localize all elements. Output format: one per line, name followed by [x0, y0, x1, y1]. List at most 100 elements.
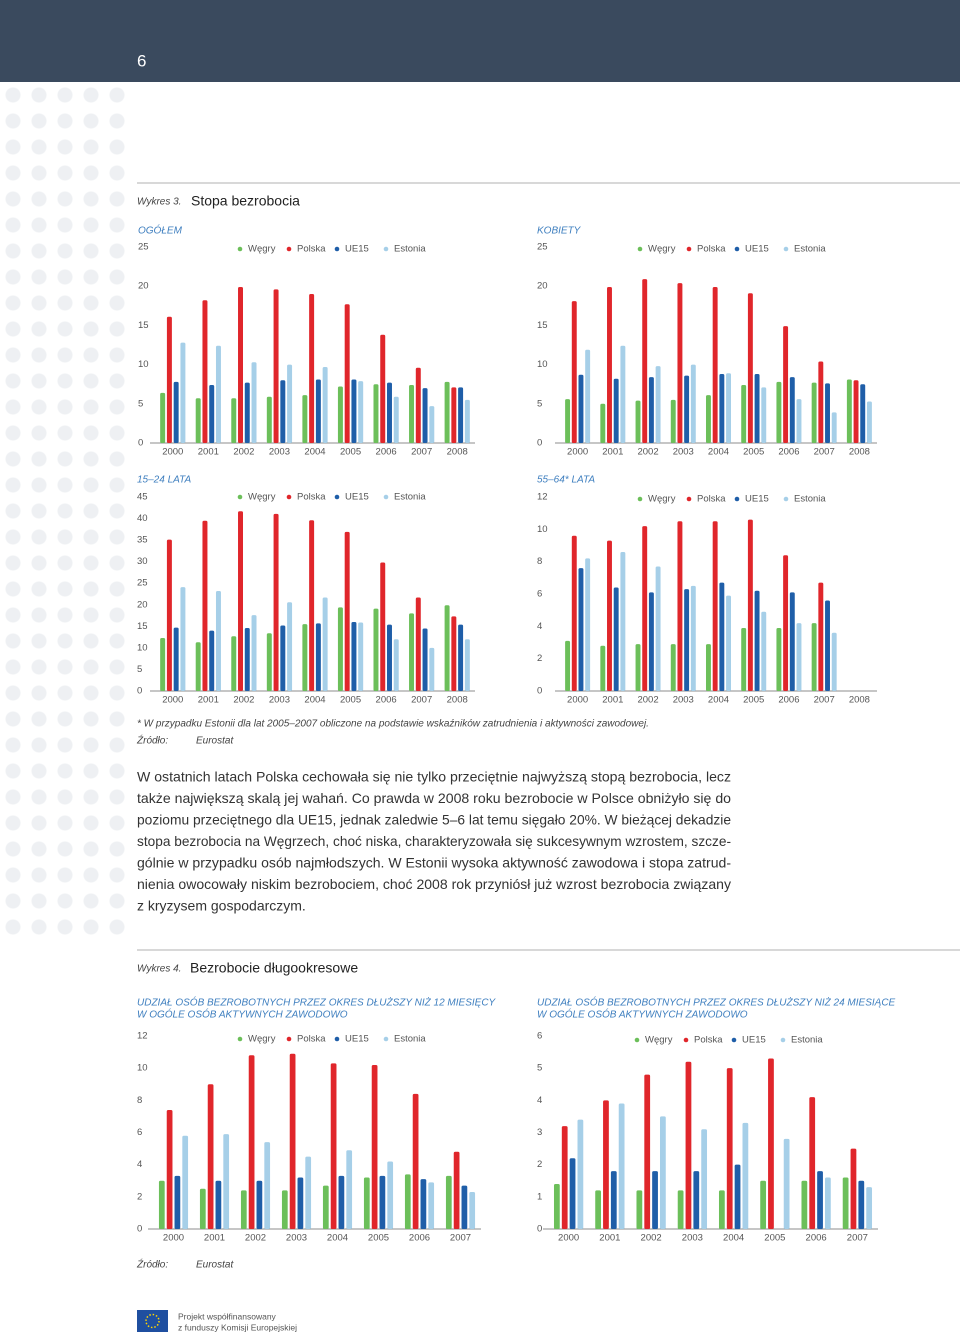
legend-swatch: [637, 246, 643, 252]
bar: [173, 627, 179, 691]
bar: [585, 349, 591, 443]
bar: [309, 294, 315, 443]
bar: [620, 345, 626, 443]
x-tick-label: 2004: [723, 1233, 744, 1244]
bar: [281, 1190, 288, 1229]
bar: [180, 342, 186, 443]
bar: [648, 592, 654, 691]
x-tick-label: 2008: [849, 447, 870, 458]
paragraph-line: stopa bezrobocia na Węgrzech, choć niska…: [137, 833, 731, 849]
bar: [280, 625, 286, 691]
legend-swatch: [686, 246, 692, 252]
bar: [266, 633, 272, 691]
bar: [734, 1164, 741, 1229]
bar: [409, 384, 415, 443]
paragraph-line: poziomu przeciętnego dla UE15, jednak za…: [137, 812, 731, 828]
bar: [231, 398, 237, 443]
x-tick-label: 2005: [340, 695, 361, 706]
bar: [351, 379, 357, 443]
bar: [280, 380, 286, 443]
bar: [160, 637, 166, 691]
chart-subtitle: 55–64* LATA: [537, 475, 595, 486]
eu-flag: [137, 1310, 168, 1332]
legend-label: Estonia: [791, 1035, 823, 1046]
bar: [409, 613, 415, 691]
bar: [825, 600, 830, 691]
bar: [195, 398, 201, 443]
bar: [287, 364, 293, 443]
legend-label: Polska: [297, 244, 326, 255]
x-tick-label: 2007: [450, 1233, 471, 1244]
bar: [760, 1180, 767, 1229]
x-tick-label: 2002: [233, 447, 254, 458]
x-tick-label: 2001: [198, 447, 219, 458]
bar: [231, 636, 237, 691]
x-tick-label: 2000: [163, 1233, 184, 1244]
y-tick-label: 5: [537, 398, 542, 409]
bar: [393, 639, 399, 691]
bar: [266, 396, 272, 443]
bar: [202, 520, 208, 691]
legend-swatch: [683, 1037, 689, 1043]
y-tick-label: 2: [537, 1159, 542, 1170]
x-tick-label: 2006: [778, 695, 799, 706]
source-label: Źródło:: [136, 1258, 168, 1271]
y-tick-label: 5: [137, 664, 142, 675]
x-tick-label: 2001: [599, 1233, 620, 1244]
y-tick-label: 40: [137, 513, 148, 524]
bar: [415, 597, 421, 691]
bar: [776, 381, 782, 443]
bar: [429, 647, 435, 691]
x-tick-label: 2005: [743, 447, 764, 458]
bar: [610, 1171, 617, 1229]
y-tick-label: 0: [137, 1224, 142, 1235]
legend-label: UE15: [345, 492, 369, 503]
y-tick-label: 15: [137, 621, 148, 632]
y-tick-label: 2: [537, 653, 542, 664]
bar: [251, 615, 257, 691]
x-tick-label: 2006: [376, 447, 397, 458]
bar: [846, 379, 852, 443]
bar: [613, 587, 619, 691]
legend-label: Polska: [694, 1035, 723, 1046]
y-tick-label: 0: [137, 686, 142, 697]
bar: [330, 1063, 337, 1229]
bar: [783, 326, 789, 443]
bar: [158, 1180, 165, 1229]
bar: [404, 1174, 411, 1229]
bar: [747, 519, 753, 691]
bar: [705, 644, 711, 691]
legend-swatch: [686, 496, 692, 502]
bar: [644, 1074, 651, 1229]
y-tick-label: 5: [537, 1063, 542, 1074]
bar: [215, 590, 221, 691]
legend-label: Polska: [297, 1034, 326, 1045]
bar: [223, 1134, 230, 1229]
paragraph-line: z kryzysem gospodarczym.: [137, 898, 306, 914]
bar: [315, 379, 321, 443]
chart-subtitle: UDZIAŁ OSÓB BEZROBOTNYCH PRZEZ OKRES DŁU…: [137, 996, 497, 1009]
y-tick-label: 10: [537, 359, 548, 370]
y-tick-label: 10: [137, 642, 148, 653]
bar: [238, 286, 243, 443]
x-tick-label: 2004: [708, 447, 729, 458]
bar: [571, 301, 577, 443]
legend-swatch: [237, 1036, 243, 1042]
y-tick-label: 25: [138, 242, 149, 253]
legend-swatch: [783, 246, 789, 252]
bar: [244, 628, 250, 691]
legend-label: Węgry: [248, 492, 276, 503]
bar: [726, 373, 732, 443]
bar: [363, 1177, 370, 1229]
bar: [712, 286, 718, 443]
bar: [652, 1171, 658, 1229]
bar: [825, 383, 830, 443]
bar: [182, 1135, 189, 1229]
bar: [322, 366, 328, 443]
bar: [684, 375, 690, 443]
x-tick-label: 2000: [567, 695, 588, 706]
bar: [387, 1161, 394, 1229]
bar: [783, 1138, 790, 1229]
bar: [358, 622, 364, 691]
